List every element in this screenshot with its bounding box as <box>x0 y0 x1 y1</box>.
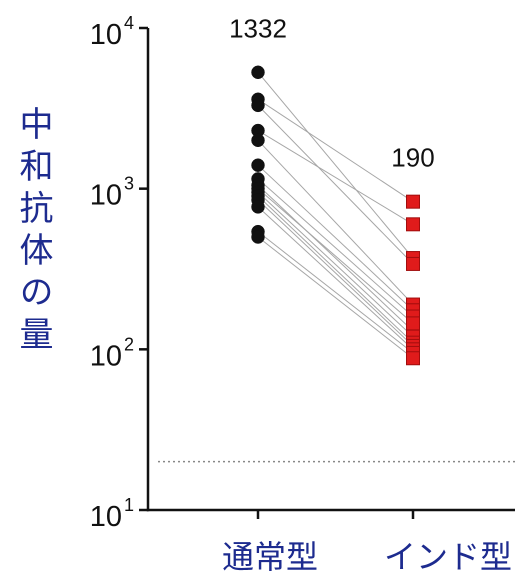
y-tick-label-base-0: 10 <box>90 501 122 533</box>
square-series2-2 <box>406 256 420 271</box>
y-tick-label-base-1: 10 <box>90 340 122 372</box>
y-tick-label-exp-2: 3 <box>124 174 134 194</box>
y-tick-label-exp-0: 1 <box>124 495 134 515</box>
pair-line-3 <box>257 130 414 225</box>
pair-line-2 <box>257 105 414 265</box>
pair-line-5 <box>257 164 414 311</box>
dot-series1-2 <box>251 98 265 113</box>
y-tick-label-exp-1: 2 <box>124 334 134 354</box>
y-tick-label-exp-3: 4 <box>124 13 134 33</box>
pair-line-9 <box>257 191 414 337</box>
pair-line-7 <box>257 184 414 332</box>
y-tick-label-base-2: 10 <box>90 180 122 212</box>
square-series2-1 <box>406 194 420 209</box>
dot-series1-12 <box>251 200 265 214</box>
y-tick-label-base-3: 10 <box>90 19 122 51</box>
dot-series1-14 <box>251 230 265 244</box>
pair-line-0 <box>257 71 414 259</box>
pair-line-4 <box>257 139 414 305</box>
pair-line-10 <box>257 195 414 344</box>
dot-series1-4 <box>251 133 265 148</box>
annotation-1: 190 <box>391 143 434 173</box>
square-series2-14 <box>406 351 420 366</box>
annotation-0: 1332 <box>229 13 287 43</box>
square-series2-8 <box>406 316 420 331</box>
pair-line-14 <box>257 236 414 359</box>
square-series2-3 <box>406 217 420 232</box>
category-label-0: 通常型 <box>222 538 318 576</box>
category-label-1: インド型 <box>384 538 512 576</box>
dot-series1-0 <box>251 65 265 80</box>
pair-line-12 <box>257 206 414 350</box>
pair-line-13 <box>257 231 414 354</box>
y-axis-label: 中和抗体の量 <box>13 106 53 358</box>
dot-series1-5 <box>251 158 265 172</box>
pair-line-6 <box>257 178 414 317</box>
pair-line-1 <box>257 98 414 203</box>
pair-line-11 <box>257 199 414 347</box>
pair-line-8 <box>257 188 414 324</box>
